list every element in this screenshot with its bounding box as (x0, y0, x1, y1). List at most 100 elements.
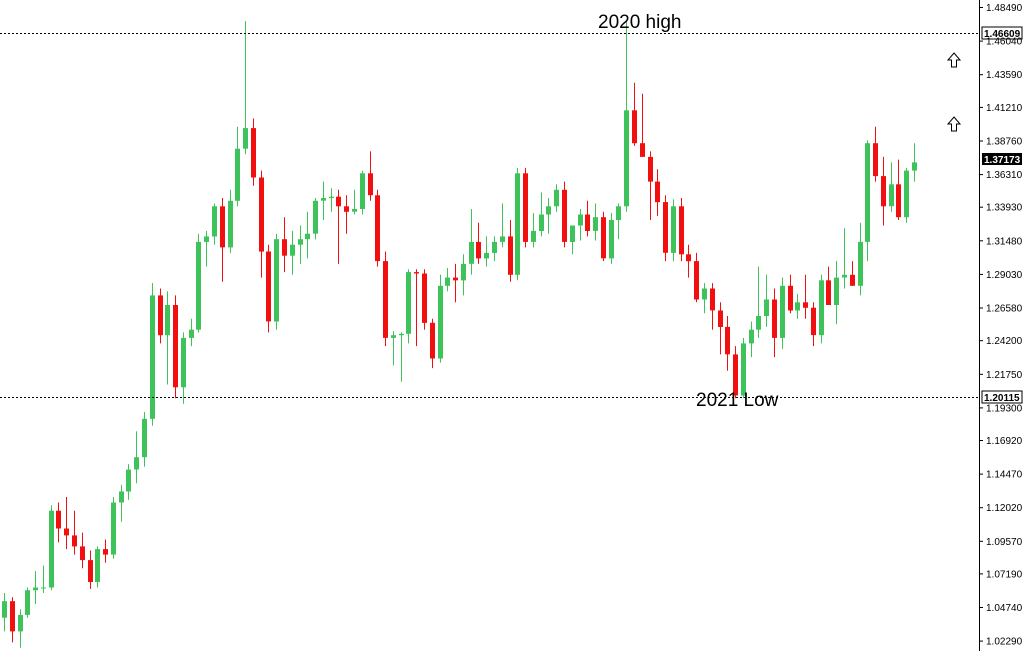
candle (819, 274, 824, 344)
candle (741, 337, 746, 399)
candle-body (368, 173, 373, 196)
candle-body (562, 189, 567, 242)
candle-body (881, 176, 886, 207)
candle (259, 170, 264, 278)
level-price-box (981, 390, 1023, 404)
candle-body (663, 202, 668, 253)
candle-body (834, 277, 839, 305)
candle-body (119, 491, 124, 503)
price-ticks: 1.48490 1.46040 1.43590 1.41210 1.38760 1.363… (979, 3, 1023, 648)
candle-body (671, 206, 676, 253)
candle (344, 195, 349, 234)
candle (508, 220, 513, 282)
candle-body (336, 196, 341, 207)
candle (562, 181, 567, 248)
candle-body (95, 549, 100, 582)
candle (733, 346, 738, 399)
candle (834, 261, 839, 325)
y-tick-label: 1.24200 (986, 336, 1023, 347)
candle-body (243, 128, 248, 149)
candle-body (679, 206, 684, 255)
candle-body (819, 280, 824, 336)
candle (842, 228, 847, 289)
y-tick-label: 1.07190 (986, 569, 1023, 580)
candle-body (523, 173, 528, 242)
candle (881, 156, 886, 226)
candle-body (88, 560, 93, 582)
candle (578, 209, 583, 241)
y-tick-label: 1.19300 (986, 403, 1023, 414)
candle (119, 484, 124, 522)
candle-body (578, 214, 583, 226)
candle-body (546, 206, 551, 215)
candle-body (329, 196, 334, 199)
candle (80, 532, 85, 569)
y-tick-label: 1.26580 (986, 304, 1023, 315)
y-tick-label: 1.38760 (986, 137, 1023, 148)
candle (56, 502, 61, 543)
candle (484, 236, 489, 267)
candle (196, 233, 201, 333)
candle (718, 302, 723, 355)
candle-body (228, 200, 233, 248)
candle (710, 283, 715, 330)
candle (756, 266, 761, 338)
candle (725, 316, 730, 371)
candle (33, 571, 38, 604)
candle-body (406, 272, 411, 334)
candle-body (718, 310, 723, 327)
candle-body (290, 244, 295, 256)
candle (679, 198, 684, 262)
candle (313, 198, 318, 240)
candle-body (826, 280, 831, 305)
candle (336, 189, 341, 264)
level-lines-layer: 1.46609 1.20115 (0, 26, 1023, 404)
candle-body (842, 274, 847, 278)
up-arrow-icon[interactable] (946, 52, 962, 68)
candle-body (508, 236, 513, 275)
candle-body (741, 343, 746, 396)
candle-body (476, 241, 481, 259)
candle (780, 277, 785, 349)
candle-body (438, 285, 443, 359)
candle (352, 189, 357, 215)
y-tick-label: 1.43590 (986, 70, 1023, 81)
candle (298, 225, 303, 264)
current-price-label: 1.37173 (982, 153, 1022, 166)
candle-body (18, 614, 23, 632)
candle-body (858, 241, 863, 286)
candle (134, 431, 139, 484)
candle-body (585, 214, 590, 231)
candle-body (212, 206, 217, 237)
candle-body (484, 252, 489, 259)
candle (772, 288, 777, 358)
candle-body (80, 546, 85, 561)
candle-body (111, 502, 116, 555)
candle (546, 198, 551, 234)
candle-body (360, 173, 365, 209)
candle (158, 288, 163, 344)
candle-body (259, 177, 264, 252)
annotation-2021-low: 2021 Low (696, 390, 779, 411)
candle (406, 269, 411, 344)
candle (624, 21, 629, 212)
candle-body (344, 206, 349, 212)
candle-body (904, 170, 909, 218)
candle (126, 464, 131, 500)
candle-body (126, 469, 131, 492)
candle-body (399, 333, 404, 336)
candle-body (150, 295, 155, 419)
candle-body (912, 162, 917, 171)
candle (515, 167, 520, 281)
candle-body (422, 273, 427, 323)
y-tick-label: 1.12020 (986, 503, 1023, 514)
y-tick-label: 1.02290 (986, 637, 1023, 648)
candle-body (865, 143, 870, 242)
candle (64, 497, 69, 550)
candle (648, 151, 653, 220)
candle (25, 587, 30, 618)
up-arrow-icon[interactable] (946, 116, 962, 132)
candle-body (632, 110, 637, 144)
y-tick-label: 1.29030 (986, 270, 1023, 281)
candle (251, 118, 256, 186)
